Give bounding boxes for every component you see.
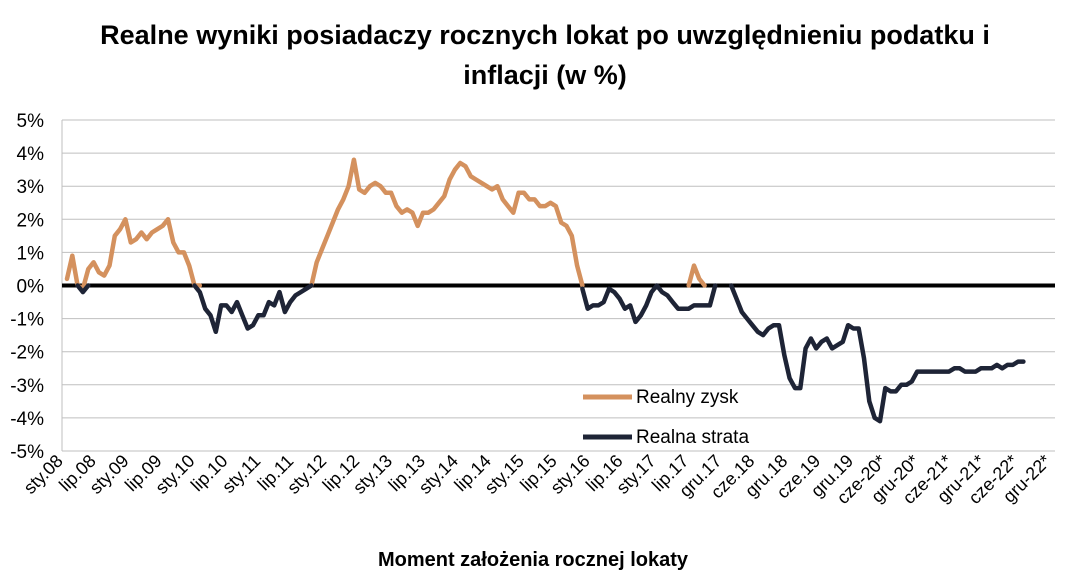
chart-title-line-2: inflacji (w %): [463, 60, 627, 90]
series-line-realna-strata: [75, 283, 1026, 424]
y-tick-label: 4%: [17, 144, 45, 165]
y-tick-label: -4%: [10, 409, 44, 430]
chart-title-line-1: Realne wyniki posiadaczy rocznych lokat …: [100, 20, 990, 50]
y-tick-label: -1%: [10, 310, 44, 331]
series-lines: [62, 157, 1055, 424]
y-tick-label: 3%: [17, 177, 45, 198]
series-line-realny-zysk: [64, 157, 707, 292]
legend: Realny zysk Realna strata: [583, 387, 749, 448]
y-tick-label: 1%: [17, 243, 45, 264]
y-axis-tick-labels: 5% 4% 3% 2% 1% 0% -1% -2% -3% -4% -5%: [10, 111, 44, 463]
legend-label-realna-strata: Realna strata: [636, 427, 749, 448]
x-axis-tick-labels: sty.08lip.08sty.09lip.09sty.10lip.10sty.…: [20, 451, 1055, 508]
y-tick-label: -3%: [10, 376, 44, 397]
y-tick-label: -5%: [10, 442, 44, 463]
gridlines: [61, 119, 1055, 452]
y-tick-label: 2%: [17, 210, 45, 231]
y-tick-label: 5%: [17, 111, 45, 132]
x-tick-label: sty.11: [218, 451, 264, 497]
y-tick-label: 0%: [17, 277, 45, 298]
legend-label-realny-zysk: Realny zysk: [636, 387, 739, 408]
x-axis-label: Moment założenia rocznej lokaty: [378, 549, 689, 571]
y-tick-label: -2%: [10, 343, 44, 364]
